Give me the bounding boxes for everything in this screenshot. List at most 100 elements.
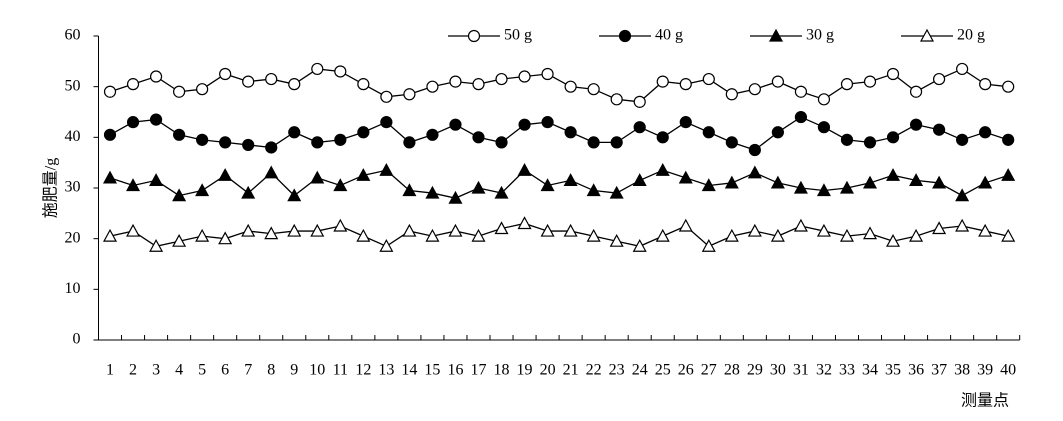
data-point <box>472 131 485 144</box>
data-point <box>564 126 577 139</box>
data-point <box>241 185 256 199</box>
data-point <box>978 223 993 237</box>
data-point <box>426 128 439 141</box>
data-point <box>126 78 140 91</box>
data-point <box>956 62 969 76</box>
data-point <box>632 239 647 252</box>
data-point <box>333 178 348 192</box>
data-point <box>816 183 831 197</box>
x-tick-label: 9 <box>290 362 298 379</box>
data-point <box>495 72 508 86</box>
data-point <box>955 188 970 202</box>
data-point <box>241 223 256 237</box>
data-point <box>310 170 325 184</box>
data-point <box>1001 168 1016 181</box>
y-tick-label: 20 <box>65 229 81 246</box>
y-tick-label: 50 <box>65 77 81 94</box>
x-tick-label: 21 <box>563 362 579 379</box>
data-point <box>587 136 600 149</box>
x-tick-label: 33 <box>839 362 855 379</box>
data-point <box>518 118 531 131</box>
x-tick-label: 24 <box>632 362 648 379</box>
x-tick-label: 34 <box>862 362 878 379</box>
data-point <box>517 163 532 176</box>
data-point <box>656 131 669 144</box>
x-tick-label: 7 <box>244 362 252 379</box>
data-point <box>242 138 255 152</box>
data-point <box>747 165 762 179</box>
x-tick-label: 13 <box>378 362 394 379</box>
data-point <box>978 175 993 189</box>
data-point <box>242 75 255 88</box>
data-point <box>655 163 670 176</box>
x-tick-label: 6 <box>221 362 229 379</box>
data-point <box>311 62 324 76</box>
data-point <box>379 163 394 176</box>
data-point <box>956 133 969 146</box>
x-tick-label: 1 <box>106 362 114 379</box>
x-tick-label: 5 <box>198 362 206 379</box>
y-tick-label: 40 <box>65 128 81 145</box>
data-point <box>793 218 808 232</box>
data-point <box>655 228 670 242</box>
x-tick-label: 28 <box>724 362 740 379</box>
data-point <box>265 72 278 86</box>
data-point <box>218 168 233 181</box>
x-tick-label: 36 <box>908 362 924 379</box>
data-point <box>288 126 301 139</box>
data-point <box>149 113 163 126</box>
data-point <box>724 175 739 189</box>
data-point <box>495 136 508 149</box>
data-point <box>356 228 371 242</box>
data-point <box>609 185 624 199</box>
y-tick-label: 30 <box>65 179 81 196</box>
data-point <box>564 80 577 93</box>
data-point <box>770 228 785 242</box>
data-point <box>541 116 554 129</box>
x-tick-label: 23 <box>609 362 625 379</box>
data-point <box>357 126 370 139</box>
data-point <box>840 78 854 91</box>
data-point <box>748 83 761 96</box>
data-point <box>264 165 279 179</box>
x-tick-label: 4 <box>175 362 183 379</box>
data-point <box>725 136 738 149</box>
data-point <box>586 228 601 242</box>
data-point <box>1001 228 1016 242</box>
data-point <box>402 183 417 197</box>
x-tick-label: 20 <box>540 362 556 379</box>
data-point <box>426 80 439 93</box>
data-point <box>472 78 485 91</box>
data-point <box>909 173 924 186</box>
data-point <box>724 228 739 242</box>
x-tick-label: 18 <box>494 362 510 379</box>
data-point <box>563 173 578 186</box>
data-point <box>379 239 394 252</box>
data-point <box>771 75 784 88</box>
x-tick-label: 26 <box>678 362 694 379</box>
data-point <box>979 126 992 139</box>
data-point <box>310 223 325 237</box>
data-point <box>218 231 233 245</box>
data-point <box>794 85 808 98</box>
data-point <box>839 180 854 194</box>
data-point <box>196 83 209 96</box>
x-tick-label: 29 <box>747 362 763 379</box>
data-point <box>770 175 785 189</box>
data-point <box>678 218 693 232</box>
legend-label: 20 g <box>957 27 985 44</box>
legend-marker <box>618 29 632 43</box>
data-point <box>610 136 623 149</box>
data-point <box>172 233 187 247</box>
x-tick-label: 16 <box>447 362 463 379</box>
data-point <box>288 78 301 91</box>
data-point <box>886 67 900 81</box>
data-point <box>425 185 440 199</box>
x-tick-label: 11 <box>333 362 348 379</box>
x-tick-label: 17 <box>470 362 486 379</box>
data-point <box>172 188 187 202</box>
data-point <box>149 173 164 186</box>
data-point <box>494 185 509 199</box>
x-tick-label: 19 <box>517 362 533 379</box>
data-point <box>380 90 393 103</box>
